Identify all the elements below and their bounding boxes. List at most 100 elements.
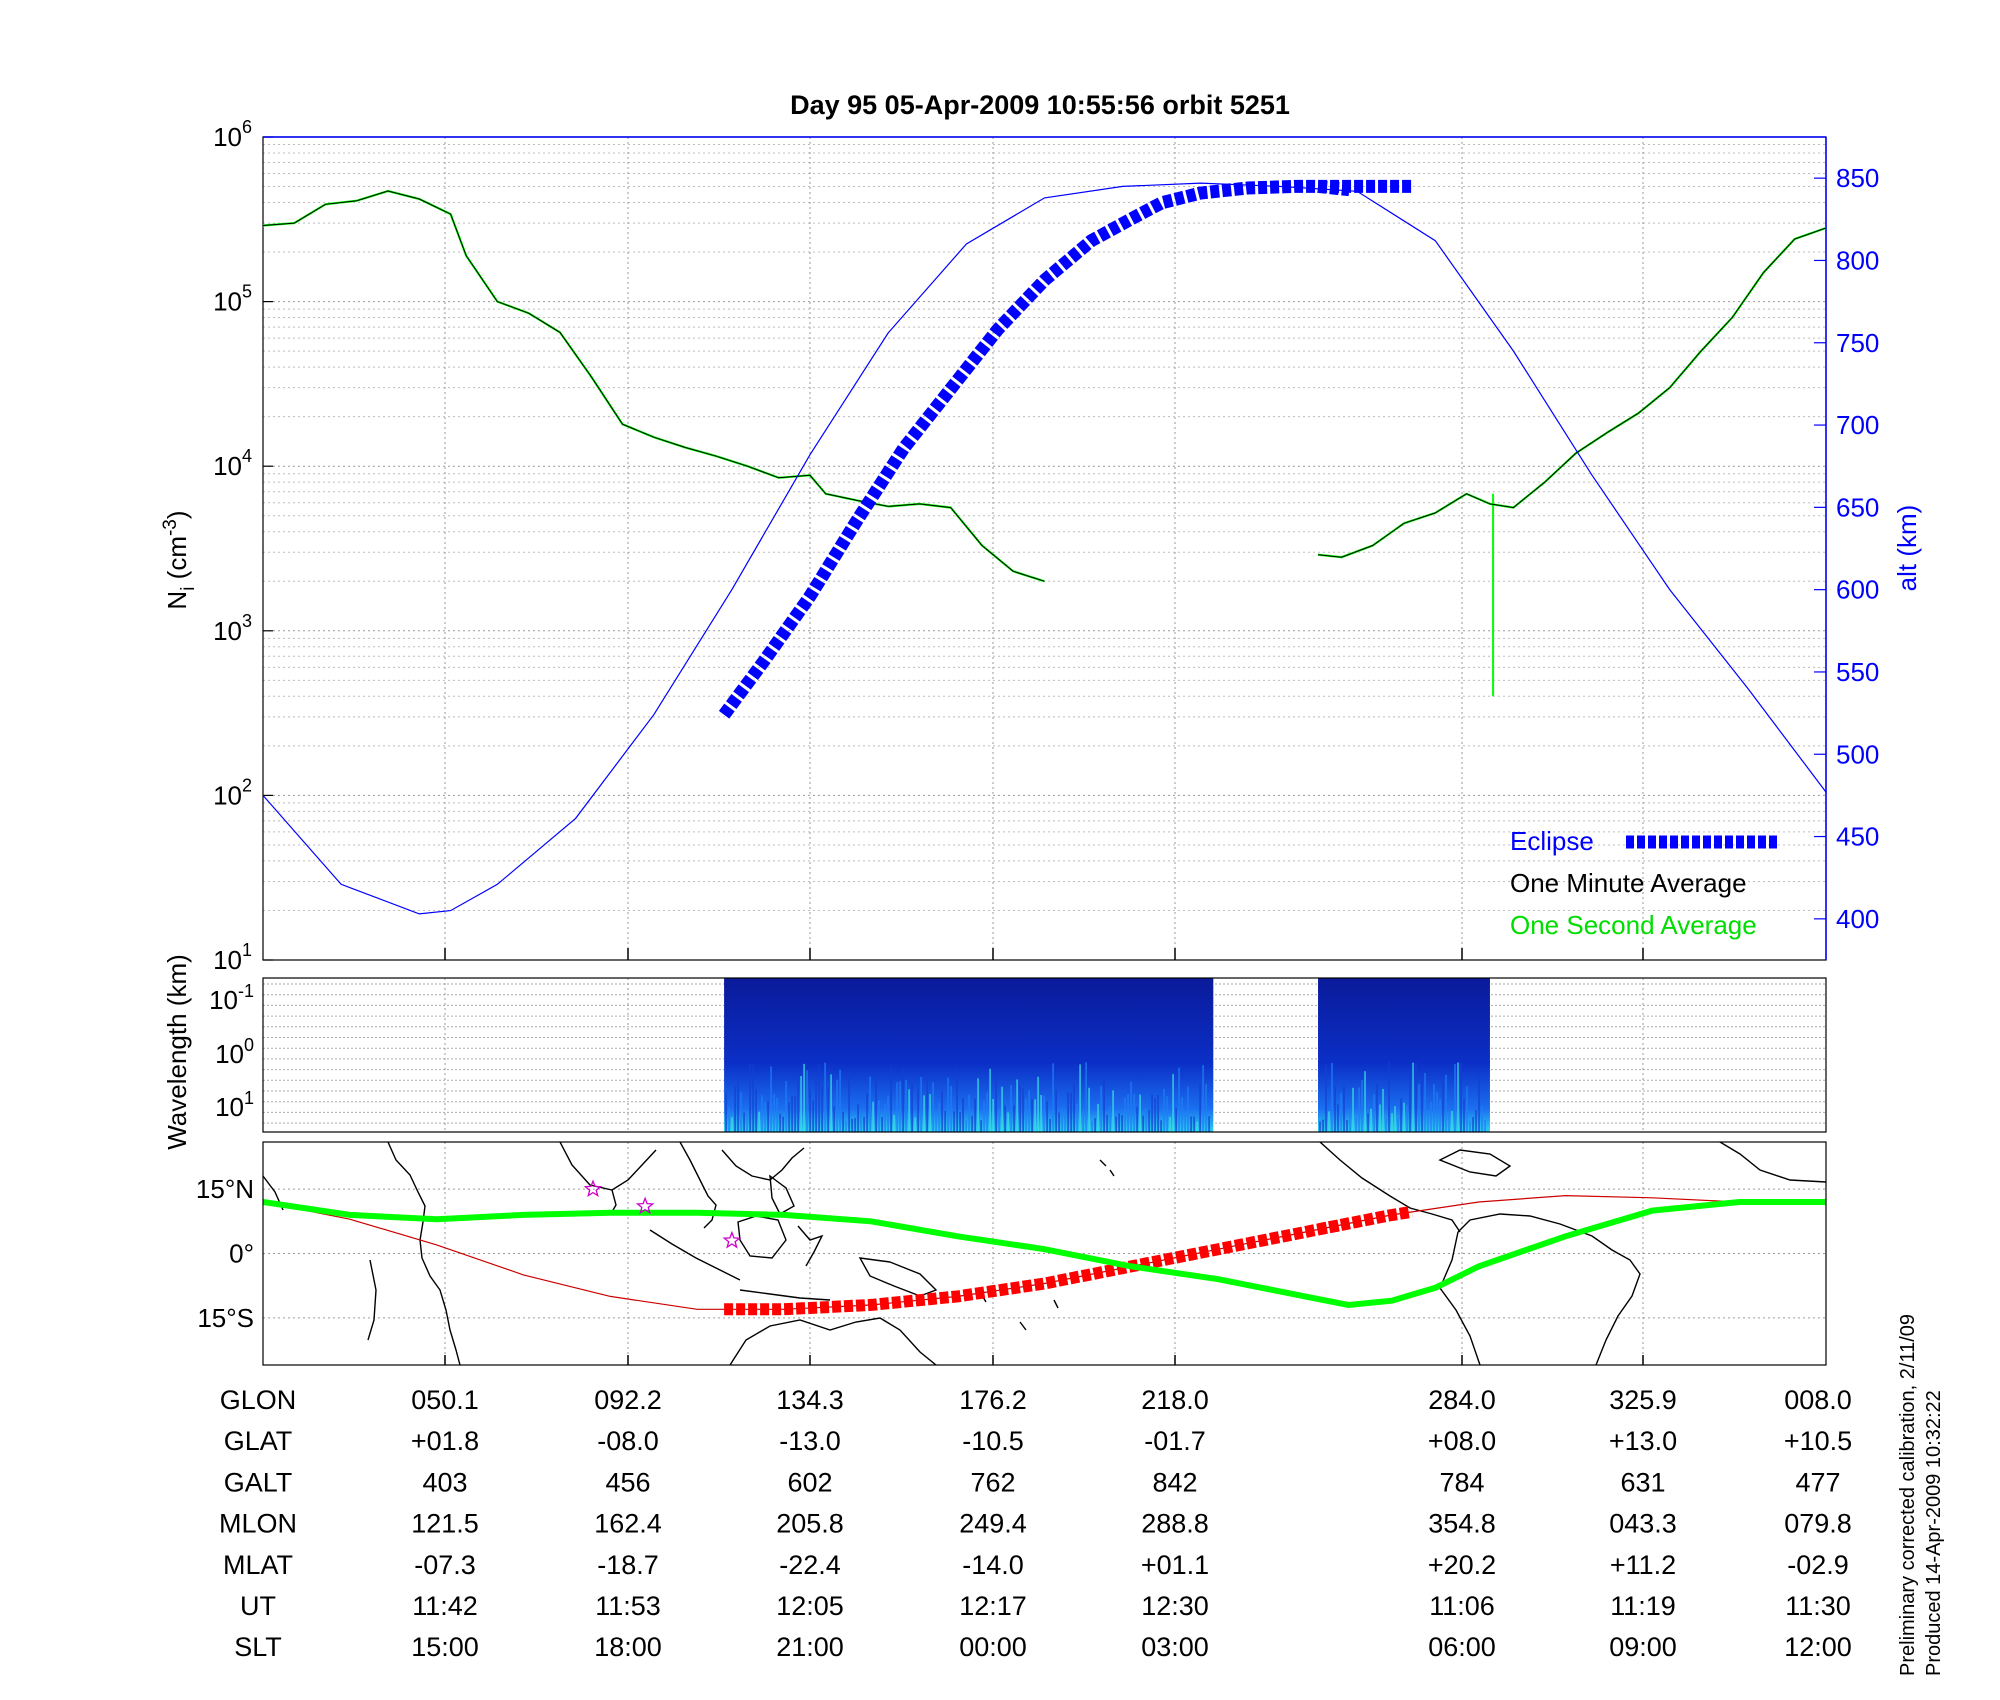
- y-tick-exponent: 5: [242, 282, 252, 302]
- table-cell: 11:42: [412, 1591, 478, 1621]
- legend-eclipse-label: Eclipse: [1510, 826, 1594, 856]
- y-tick-exponent: 4: [242, 446, 252, 466]
- table-row-label: MLON: [219, 1509, 297, 1539]
- table-cell: -10.5: [962, 1426, 1024, 1456]
- spec-tick-3-exp: 1: [244, 1088, 254, 1108]
- map-latitude-label: 15°N: [196, 1174, 254, 1204]
- density-axis-label-sup: -3: [160, 519, 181, 536]
- table-cell: 784: [1439, 1467, 1484, 1497]
- density-axis-label-close: ): [162, 510, 192, 519]
- one-minute-average-line: [1317, 227, 1826, 558]
- spec-tick-1-exp: -1: [238, 981, 254, 1001]
- table-cell: 00:00: [959, 1632, 1027, 1662]
- altitude-tick-label: 700: [1836, 410, 1879, 440]
- coast-africa-east: [387, 1142, 461, 1365]
- y-tick-base: 10: [213, 945, 242, 975]
- eclipse-marker: [718, 179, 1412, 719]
- table-cell: 456: [605, 1467, 650, 1497]
- y-tick-label: 106: [213, 117, 252, 152]
- table-cell: 354.8: [1428, 1509, 1496, 1539]
- map-latitude-label: 15°S: [197, 1303, 254, 1333]
- table-cell: 008.0: [1784, 1385, 1852, 1415]
- table-row-label: GALT: [224, 1467, 293, 1497]
- table-cell: 050.1: [411, 1385, 479, 1415]
- satellite-ground-track: [263, 1194, 1826, 1310]
- legend-one-minute-label: One Minute Average: [1510, 868, 1747, 898]
- eclipse-ground-track: [1316, 1217, 1351, 1236]
- coast-madagascar: [367, 1259, 377, 1341]
- table-row-label: MLAT: [223, 1550, 293, 1580]
- table-cell: +01.8: [411, 1426, 479, 1456]
- map-tracks: [263, 1179, 1826, 1316]
- table-cell: 12:00: [1784, 1632, 1852, 1662]
- table-cell: 249.4: [959, 1509, 1027, 1539]
- magnetic-equator: [263, 1199, 1826, 1309]
- altitude-tick-label: 550: [1836, 657, 1879, 687]
- table-cell: -13.0: [779, 1426, 841, 1456]
- coast-central-america: [1319, 1142, 1461, 1233]
- table-cell: +10.5: [1784, 1426, 1852, 1456]
- table-row-label: UT: [240, 1591, 276, 1621]
- spectrogram-tick-labels: 10-1 100 101: [209, 981, 254, 1122]
- table-cell: 079.8: [1784, 1509, 1852, 1539]
- spec-tick-1: 10-1: [209, 981, 254, 1015]
- map-latitude-label: 0°: [229, 1239, 254, 1269]
- table-cell: 284.0: [1428, 1385, 1496, 1415]
- coast-pacific-islands: [979, 1291, 1059, 1331]
- coast-indochina: [721, 1147, 805, 1181]
- figure-title: Day 95 05-Apr-2009 10:55:56 orbit 5251: [790, 90, 1290, 120]
- eclipse-ground-track: [724, 1205, 1413, 1316]
- density-series: [263, 179, 1826, 915]
- table-row-label: GLON: [220, 1385, 297, 1415]
- spectrogram-axes-box: [262, 977, 1827, 1133]
- table-cell: 18:00: [594, 1632, 662, 1662]
- ephemeris-table: GLON GLAT GALT MLON MLAT UT SLT 050.1 +01.8 403 12…: [219, 1385, 1852, 1662]
- density-axis-label-sub: i: [178, 587, 199, 591]
- altitude-axis-label: alt (km): [1892, 505, 1922, 592]
- table-cell: +13.0: [1609, 1426, 1677, 1456]
- table-cell: 12:17: [959, 1591, 1027, 1621]
- altitude-tick-label: 450: [1836, 822, 1879, 852]
- table-cell: 11:30: [1785, 1591, 1851, 1621]
- density-axis-label-unit: (cm: [162, 536, 192, 587]
- table-cell: 631: [1620, 1467, 1665, 1497]
- coast-cuba: [1438, 1149, 1512, 1177]
- altitude-line: [263, 182, 1826, 915]
- y-tick-label: 104: [213, 446, 252, 481]
- y-tick-label: 102: [213, 775, 252, 810]
- map-grid: [263, 1142, 1826, 1365]
- y-tick-base: 10: [213, 451, 242, 481]
- table-cell: -18.7: [597, 1550, 659, 1580]
- coast-java: [739, 1289, 831, 1301]
- produced-note: Produced 14-Apr-2009 10:32:22: [1923, 1390, 1945, 1676]
- altitude-tick-label: 850: [1836, 163, 1879, 193]
- y-tick-base: 10: [213, 122, 242, 152]
- coast-sulawesi: [797, 1225, 824, 1267]
- y-tick-label: 105: [213, 282, 252, 317]
- spec-tick-3-base: 10: [215, 1092, 244, 1122]
- table-cell: 205.8: [776, 1509, 844, 1539]
- table-cell: 842: [1152, 1467, 1197, 1497]
- calibration-note: Preliminary corrected calibration, 2/11/…: [1897, 1314, 1919, 1676]
- coast-australia-north: [729, 1317, 937, 1365]
- coast-sumatra: [649, 1229, 741, 1281]
- one-second-average-line: [1317, 226, 1826, 559]
- coast-india: [559, 1142, 657, 1191]
- table-cell: -07.3: [414, 1550, 476, 1580]
- coast-malay-peninsula: [679, 1142, 717, 1229]
- density-axis-label: Ni (cm-3): [160, 510, 199, 609]
- table-cell: 134.3: [776, 1385, 844, 1415]
- table-cell: -01.7: [1144, 1426, 1206, 1456]
- table-cell: 12:05: [776, 1591, 844, 1621]
- y-tick-exponent: 3: [242, 611, 252, 631]
- table-cell: 03:00: [1141, 1632, 1209, 1662]
- table-cell: 092.2: [594, 1385, 662, 1415]
- table-cell: -08.0: [597, 1426, 659, 1456]
- table-cell: -02.9: [1787, 1550, 1849, 1580]
- coast-new-guinea: [858, 1257, 938, 1297]
- world-coastlines: [263, 1142, 1826, 1365]
- y-tick-label: 101: [213, 940, 252, 975]
- coast-south-america-west: [1439, 1231, 1481, 1365]
- eclipse-marker: [1317, 179, 1350, 197]
